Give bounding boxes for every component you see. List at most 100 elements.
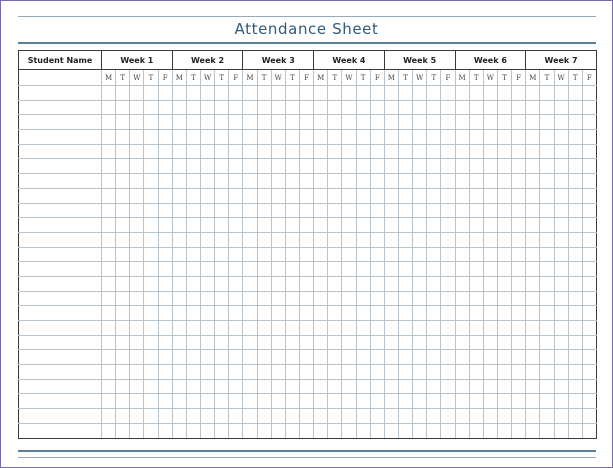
attendance-cell[interactable] — [284, 173, 300, 189]
attendance-cell[interactable] — [298, 246, 315, 263]
attendance-cell[interactable] — [298, 202, 315, 219]
attendance-cell[interactable] — [185, 275, 201, 292]
attendance-cell[interactable] — [482, 422, 498, 439]
attendance-cell[interactable] — [100, 114, 117, 131]
attendance-cell[interactable] — [157, 320, 173, 336]
attendance-cell[interactable] — [143, 261, 159, 277]
attendance-cell[interactable] — [369, 99, 385, 116]
attendance-cell[interactable] — [199, 129, 216, 145]
attendance-cell[interactable] — [341, 129, 357, 145]
attendance-cell[interactable] — [115, 378, 131, 395]
attendance-cell[interactable] — [397, 305, 414, 321]
attendance-cell[interactable] — [496, 246, 513, 263]
attendance-cell[interactable] — [115, 364, 131, 380]
attendance-cell[interactable] — [468, 202, 484, 219]
attendance-cell[interactable] — [199, 143, 216, 160]
attendance-cell[interactable] — [525, 114, 541, 131]
student-name-cell[interactable] — [18, 364, 102, 380]
attendance-cell[interactable] — [369, 334, 385, 351]
attendance-cell[interactable] — [228, 173, 244, 189]
attendance-cell[interactable] — [270, 422, 286, 439]
attendance-cell[interactable] — [355, 290, 371, 307]
attendance-cell[interactable] — [143, 217, 159, 233]
attendance-cell[interactable] — [171, 349, 187, 366]
attendance-cell[interactable] — [228, 231, 244, 248]
attendance-cell[interactable] — [581, 305, 597, 321]
attendance-cell[interactable] — [482, 85, 498, 101]
attendance-cell[interactable] — [100, 217, 117, 233]
attendance-cell[interactable] — [171, 320, 187, 336]
attendance-cell[interactable] — [199, 246, 216, 263]
attendance-cell[interactable] — [511, 202, 527, 219]
attendance-cell[interactable] — [199, 187, 216, 204]
attendance-cell[interactable] — [397, 320, 414, 336]
attendance-cell[interactable] — [313, 129, 329, 145]
attendance-cell[interactable] — [341, 187, 357, 204]
attendance-cell[interactable] — [440, 261, 456, 277]
attendance-cell[interactable] — [171, 246, 187, 263]
attendance-cell[interactable] — [525, 261, 541, 277]
attendance-cell[interactable] — [355, 85, 371, 101]
attendance-cell[interactable] — [412, 290, 428, 307]
attendance-cell[interactable] — [115, 246, 131, 263]
attendance-cell[interactable] — [426, 143, 442, 160]
attendance-cell[interactable] — [468, 129, 484, 145]
attendance-cell[interactable] — [100, 158, 117, 175]
attendance-cell[interactable] — [298, 320, 315, 336]
attendance-cell[interactable] — [129, 202, 145, 219]
attendance-cell[interactable] — [341, 349, 357, 366]
attendance-cell[interactable] — [157, 187, 173, 204]
attendance-cell[interactable] — [242, 393, 258, 410]
attendance-cell[interactable] — [143, 364, 159, 380]
attendance-cell[interactable] — [327, 158, 343, 175]
attendance-cell[interactable] — [185, 143, 201, 160]
attendance-cell[interactable] — [157, 378, 173, 395]
attendance-cell[interactable] — [454, 408, 470, 424]
attendance-cell[interactable] — [369, 422, 385, 439]
attendance-cell[interactable] — [440, 290, 456, 307]
student-name-cell[interactable] — [18, 349, 102, 366]
attendance-cell[interactable] — [341, 246, 357, 263]
attendance-cell[interactable] — [327, 378, 343, 395]
attendance-cell[interactable] — [397, 158, 414, 175]
attendance-cell[interactable] — [129, 334, 145, 351]
attendance-cell[interactable] — [496, 349, 513, 366]
attendance-cell[interactable] — [440, 334, 456, 351]
attendance-cell[interactable] — [256, 422, 272, 439]
attendance-cell[interactable] — [482, 378, 498, 395]
attendance-cell[interactable] — [412, 187, 428, 204]
attendance-cell[interactable] — [482, 158, 498, 175]
attendance-cell[interactable] — [157, 246, 173, 263]
attendance-cell[interactable] — [496, 99, 513, 116]
attendance-cell[interactable] — [327, 231, 343, 248]
attendance-cell[interactable] — [284, 143, 300, 160]
attendance-cell[interactable] — [581, 320, 597, 336]
attendance-cell[interactable] — [284, 393, 300, 410]
attendance-cell[interactable] — [171, 187, 187, 204]
attendance-cell[interactable] — [129, 246, 145, 263]
attendance-cell[interactable] — [214, 320, 230, 336]
attendance-cell[interactable] — [468, 320, 484, 336]
attendance-cell[interactable] — [129, 231, 145, 248]
attendance-cell[interactable] — [157, 290, 173, 307]
attendance-cell[interactable] — [426, 275, 442, 292]
attendance-cell[interactable] — [539, 305, 555, 321]
attendance-cell[interactable] — [496, 334, 513, 351]
attendance-cell[interactable] — [298, 99, 315, 116]
attendance-cell[interactable] — [468, 85, 484, 101]
attendance-cell[interactable] — [412, 320, 428, 336]
attendance-cell[interactable] — [539, 378, 555, 395]
attendance-cell[interactable] — [511, 129, 527, 145]
student-name-cell[interactable] — [18, 231, 102, 248]
attendance-cell[interactable] — [171, 114, 187, 131]
attendance-cell[interactable] — [313, 114, 329, 131]
attendance-cell[interactable] — [454, 320, 470, 336]
attendance-cell[interactable] — [270, 364, 286, 380]
attendance-cell[interactable] — [397, 349, 414, 366]
attendance-cell[interactable] — [440, 305, 456, 321]
attendance-cell[interactable] — [284, 349, 300, 366]
attendance-cell[interactable] — [567, 85, 583, 101]
attendance-cell[interactable] — [440, 85, 456, 101]
attendance-cell[interactable] — [115, 173, 131, 189]
attendance-cell[interactable] — [313, 305, 329, 321]
